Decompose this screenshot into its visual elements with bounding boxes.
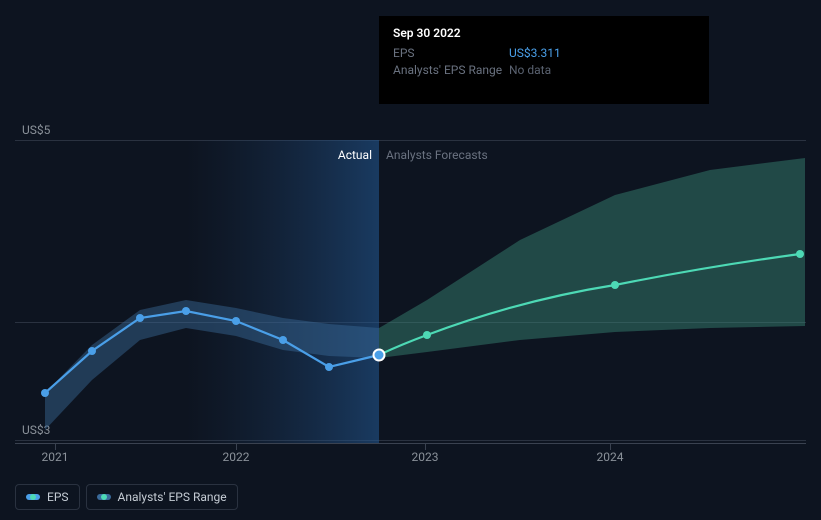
x-tick-label: 2022 xyxy=(223,450,250,464)
section-label-actual: Actual xyxy=(338,148,372,162)
legend-item-range[interactable]: .legend-item:nth-child(2) .legend-swatch… xyxy=(86,484,238,510)
tooltip-row: EPS US$3.311 xyxy=(393,46,695,60)
section-label-forecast: Analysts Forecasts xyxy=(386,148,488,162)
legend-label: EPS xyxy=(47,490,69,504)
tooltip-value: No data xyxy=(509,63,551,77)
legend-swatch-icon: .legend-item:nth-child(2) .legend-swatch… xyxy=(97,494,111,500)
tooltip-title: Sep 30 2022 xyxy=(393,26,695,40)
eps-chart: US$5 US$3 xyxy=(0,0,821,520)
legend-swatch-icon: .legend-item:nth-child(1) .legend-swatch… xyxy=(26,494,40,500)
tooltip-key: EPS xyxy=(393,46,509,60)
x-tick-label: 2023 xyxy=(412,450,439,464)
tooltip-key: Analysts' EPS Range xyxy=(393,63,509,77)
x-axis xyxy=(15,443,806,444)
legend-item-eps[interactable]: .legend-item:nth-child(1) .legend-swatch… xyxy=(15,484,80,510)
tooltip: Sep 30 2022 EPS US$3.311 Analysts' EPS R… xyxy=(379,16,709,104)
x-tick-label: 2024 xyxy=(597,450,624,464)
legend: .legend-item:nth-child(1) .legend-swatch… xyxy=(15,484,238,510)
tooltip-row: Analysts' EPS Range No data xyxy=(393,63,695,77)
legend-label: Analysts' EPS Range xyxy=(118,490,227,504)
x-tick-label: 2021 xyxy=(42,450,69,464)
tooltip-value: US$3.311 xyxy=(509,46,561,60)
